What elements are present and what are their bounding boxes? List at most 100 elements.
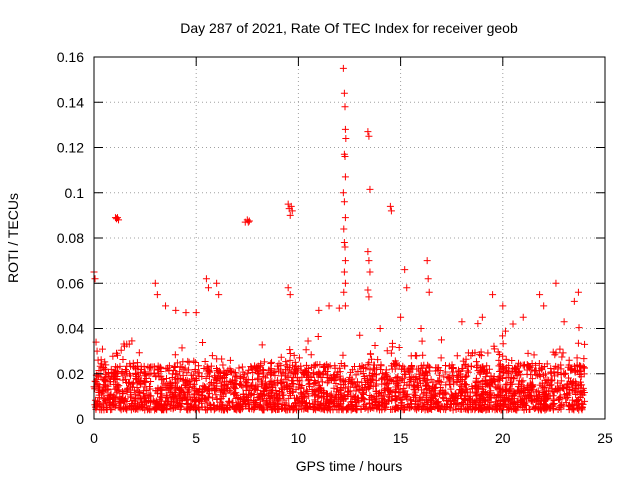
data-point: [490, 392, 498, 400]
data-point: [100, 399, 108, 407]
chart-title: Day 287 of 2021, Rate Of TEC Index for r…: [180, 20, 518, 36]
data-point: [419, 402, 427, 410]
data-point: [226, 367, 234, 375]
data-point: [122, 405, 130, 413]
data-point: [95, 391, 103, 399]
data-point: [340, 378, 348, 386]
data-point: [501, 327, 509, 335]
data-point: [153, 291, 161, 299]
data-point: [410, 383, 418, 391]
data-point: [527, 384, 535, 392]
data-point: [411, 397, 419, 405]
data-point: [436, 366, 444, 374]
data-point: [191, 398, 199, 406]
data-point: [174, 383, 182, 391]
data-point: [361, 404, 369, 412]
data-point: [254, 368, 262, 376]
data-point: [140, 369, 148, 377]
data-point: [115, 403, 123, 411]
data-point: [550, 395, 558, 403]
data-point: [462, 381, 470, 389]
data-point: [340, 225, 348, 233]
data-point: [425, 405, 433, 413]
data-point: [340, 198, 348, 206]
data-point: [150, 369, 158, 377]
data-point: [417, 325, 425, 332]
data-point: [273, 394, 281, 402]
data-point: [228, 368, 236, 376]
data-point: [230, 390, 238, 398]
data-point: [554, 370, 562, 378]
data-point: [135, 349, 143, 357]
data-point: [289, 361, 297, 369]
data-point: [388, 343, 396, 351]
data-point: [95, 373, 103, 381]
data-point: [492, 403, 500, 411]
data-point: [279, 385, 287, 393]
data-point: [416, 394, 424, 402]
data-point: [404, 401, 412, 409]
data-point: [207, 402, 215, 410]
data-point: [429, 385, 437, 393]
data-point: [212, 385, 220, 393]
data-point: [151, 279, 159, 287]
data-point: [204, 366, 212, 374]
data-point: [405, 373, 413, 381]
data-point: [127, 393, 135, 401]
data-point: [244, 369, 252, 377]
data-point: [233, 373, 241, 381]
data-point: [245, 217, 253, 225]
data-point: [360, 390, 368, 398]
data-point: [392, 385, 400, 393]
data-point: [478, 390, 486, 398]
data-point: [248, 375, 256, 383]
data-point: [236, 396, 244, 404]
data-point: [510, 388, 518, 396]
data-point: [265, 383, 273, 391]
data-point: [177, 387, 185, 395]
data-point: [439, 394, 447, 402]
data-point: [219, 393, 227, 401]
data-point: [185, 388, 193, 396]
data-point: [113, 389, 121, 397]
data-point: [580, 388, 588, 396]
data-point: [280, 391, 288, 399]
data-point: [519, 313, 527, 321]
data-point: [341, 125, 349, 133]
data-point: [571, 368, 579, 376]
data-point: [302, 361, 310, 369]
data-point: [576, 362, 584, 370]
data-point: [154, 389, 162, 397]
data-point: [353, 383, 361, 391]
data-point: [142, 386, 150, 394]
data-point: [435, 371, 443, 379]
data-point: [581, 397, 589, 405]
data-point: [538, 379, 546, 387]
data-point: [442, 362, 450, 370]
data-point: [387, 349, 395, 357]
data-point: [575, 406, 583, 414]
data-point: [339, 64, 347, 72]
data-point: [427, 376, 435, 384]
data-point: [259, 406, 267, 414]
x-axis-label: GPS time / hours: [296, 458, 403, 474]
data-point: [253, 367, 261, 375]
data-point: [180, 366, 188, 374]
data-point: [260, 367, 268, 375]
data-point: [564, 380, 572, 388]
data-point: [281, 365, 289, 373]
data-point: [337, 385, 345, 393]
data-point: [170, 394, 178, 402]
data-point: [244, 383, 252, 391]
data-point: [480, 404, 488, 412]
data-point: [344, 391, 352, 399]
data-point: [425, 288, 433, 296]
data-point: [136, 381, 144, 389]
data-point: [314, 393, 322, 401]
data-point: [391, 365, 399, 373]
data-point: [425, 384, 433, 392]
data-point: [128, 337, 136, 345]
data-point: [267, 365, 275, 373]
data-point: [309, 369, 317, 377]
